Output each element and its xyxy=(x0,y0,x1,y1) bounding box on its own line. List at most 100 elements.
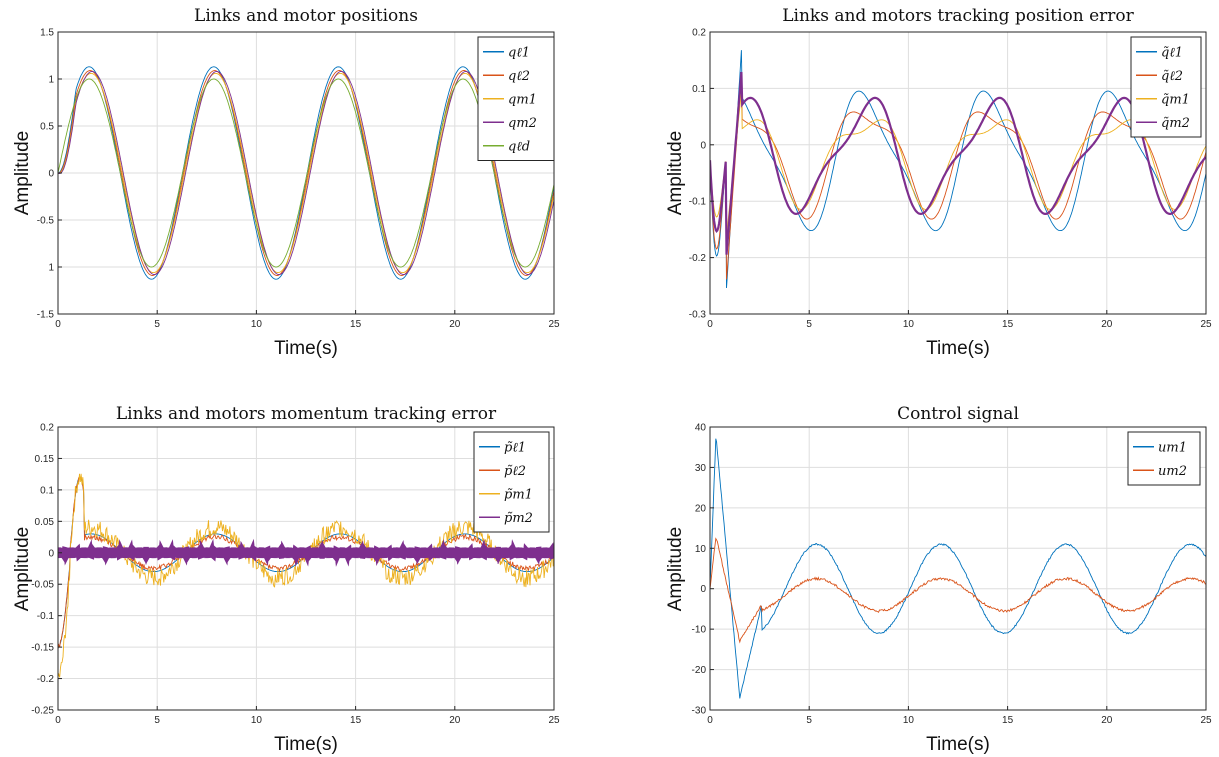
series-line xyxy=(58,538,554,567)
x-tick-label: 15 xyxy=(350,319,362,330)
series-line xyxy=(710,71,1206,255)
series-line xyxy=(710,91,1206,236)
panel-link-motor-positions: Links and motor positions Time(s) Amplit… xyxy=(12,6,560,359)
y-axis-label: Amplitude xyxy=(665,131,686,216)
series-line xyxy=(710,438,1206,699)
x-tick-label: 25 xyxy=(548,319,560,330)
y-tick-label: 0.5 xyxy=(40,122,54,133)
x-tick-label: 20 xyxy=(449,319,461,330)
y-tick-label: 0 xyxy=(48,169,54,180)
panel-position-error: Links and motors tracking position error… xyxy=(665,6,1212,359)
legend-label: qℓ2 xyxy=(508,69,530,84)
x-tick-label: 5 xyxy=(154,715,160,726)
x-tick-label: 0 xyxy=(707,319,713,330)
y-tick-label: 30 xyxy=(695,463,707,474)
y-tick-label: -30 xyxy=(692,706,707,717)
x-tick-label: 5 xyxy=(806,319,812,330)
y-tick-label: -0.1 xyxy=(37,611,55,622)
plot-lines xyxy=(58,473,554,678)
x-tick-label: 20 xyxy=(1101,715,1113,726)
legend-label: q̃ℓ2 xyxy=(1161,69,1183,84)
x-tick-label: 0 xyxy=(55,715,61,726)
y-tick-label: 40 xyxy=(695,423,707,434)
y-tick-label: 20 xyxy=(695,503,707,514)
legend-label: qm2 xyxy=(508,116,537,131)
y-tick-label: -20 xyxy=(692,665,707,676)
y-tick-label: -0.2 xyxy=(37,674,55,685)
chart-title: Links and motors momentum tracking error xyxy=(116,404,497,424)
x-tick-label: 15 xyxy=(350,715,362,726)
panel-momentum-error: Links and motors momentum tracking error… xyxy=(12,404,560,755)
chart-title: Links and motor positions xyxy=(194,6,418,26)
legend: qℓ1 qℓ2 qm1 qm2 qℓd xyxy=(477,36,555,161)
x-tick-label: 20 xyxy=(449,715,461,726)
x-tick-label: 5 xyxy=(154,319,160,330)
y-tick-label: -0.5 xyxy=(37,216,55,227)
legend-label: p̃m1 xyxy=(504,487,533,502)
y-tick-label: -0.3 xyxy=(689,310,707,321)
y-axis-label: Amplitude xyxy=(12,131,33,216)
series-line xyxy=(58,70,554,276)
x-axis-label: Time(s) xyxy=(926,338,990,359)
legend-label: qm1 xyxy=(508,92,537,107)
y-tick-label: -1.5 xyxy=(37,310,55,321)
legend-label: q̃ℓ1 xyxy=(1161,45,1183,60)
legend-label: p̃ℓ2 xyxy=(504,464,526,479)
series-line xyxy=(710,74,1206,280)
x-axis-label: Time(s) xyxy=(274,338,338,359)
y-axis-label: Amplitude xyxy=(12,527,33,612)
y-tick-label: -0.15 xyxy=(31,643,54,654)
y-ticks: 0.2 0.1 0 -0.1 -0.2 -0.3 xyxy=(689,28,714,321)
legend-label: um2 xyxy=(1158,464,1187,479)
x-tick-label: 15 xyxy=(1002,319,1014,330)
chart-title: Control signal xyxy=(897,404,1019,424)
y-tick-label: -0.05 xyxy=(31,580,54,591)
y-tick-label: 1 xyxy=(48,75,54,86)
x-tick-label: 10 xyxy=(251,715,263,726)
panel-control-signal: Control signal Time(s) Amplitude 0 5 10 15 2… xyxy=(665,404,1212,755)
x-tick-label: 25 xyxy=(1200,319,1212,330)
series-line xyxy=(710,537,1206,644)
legend-label: q̃m1 xyxy=(1161,92,1190,107)
legend-label: p̃ℓ1 xyxy=(504,440,526,455)
x-tick-label: 15 xyxy=(1002,715,1014,726)
x-ticks: 0 5 10 15 20 25 xyxy=(55,310,560,330)
x-tick-label: 10 xyxy=(903,715,915,726)
legend: p̃ℓ1 p̃ℓ2 p̃m1 p̃m2 xyxy=(473,431,550,533)
y-tick-label: 10 xyxy=(695,544,707,555)
y-tick-label: -0.2 xyxy=(689,253,707,264)
y-tick-label: 0.2 xyxy=(692,28,706,39)
plot-lines xyxy=(58,66,554,280)
y-ticks: 0.2 0.15 0.1 0.05 0 -0.05 -0.1 -0.15 -0.2 -0.25 xyxy=(31,423,62,717)
y-tick-label: 0.1 xyxy=(692,84,706,95)
y-tick-label: 0.05 xyxy=(35,517,55,528)
legend-box xyxy=(477,36,555,161)
x-ticks: 0 5 10 15 20 25 xyxy=(55,706,560,726)
plot-lines xyxy=(710,50,1206,289)
legend-box xyxy=(1130,36,1202,138)
legend-label: um1 xyxy=(1158,440,1187,455)
chart-title: Links and motors tracking position error xyxy=(782,6,1134,26)
y-tick-label: 0 xyxy=(700,140,706,151)
plot-frame xyxy=(709,31,1207,315)
legend-label: p̃m2 xyxy=(504,511,533,526)
y-tick-label: 1 xyxy=(48,263,54,274)
legend: q̃ℓ1 q̃ℓ2 q̃m1 q̃m2 xyxy=(1130,36,1202,138)
y-tick-label: 0.2 xyxy=(40,423,54,434)
x-tick-label: 0 xyxy=(707,715,713,726)
y-tick-label: 0.15 xyxy=(35,454,55,465)
x-ticks: 0 5 10 15 20 25 xyxy=(707,706,1212,726)
x-tick-label: 20 xyxy=(1101,319,1113,330)
y-tick-label: -0.25 xyxy=(31,706,54,717)
legend: um1 um2 xyxy=(1127,431,1201,486)
series-line xyxy=(58,71,554,275)
legend-box xyxy=(473,431,550,533)
x-tick-label: 0 xyxy=(55,319,61,330)
y-ticks: 40 30 20 10 0 -10 -20 -30 xyxy=(692,423,714,717)
y-tick-label: 0 xyxy=(700,584,706,595)
y-tick-label: 0 xyxy=(48,548,54,559)
x-tick-label: 5 xyxy=(806,715,812,726)
plot-lines xyxy=(710,438,1206,699)
x-ticks: 0 5 10 15 20 25 xyxy=(707,310,1212,330)
